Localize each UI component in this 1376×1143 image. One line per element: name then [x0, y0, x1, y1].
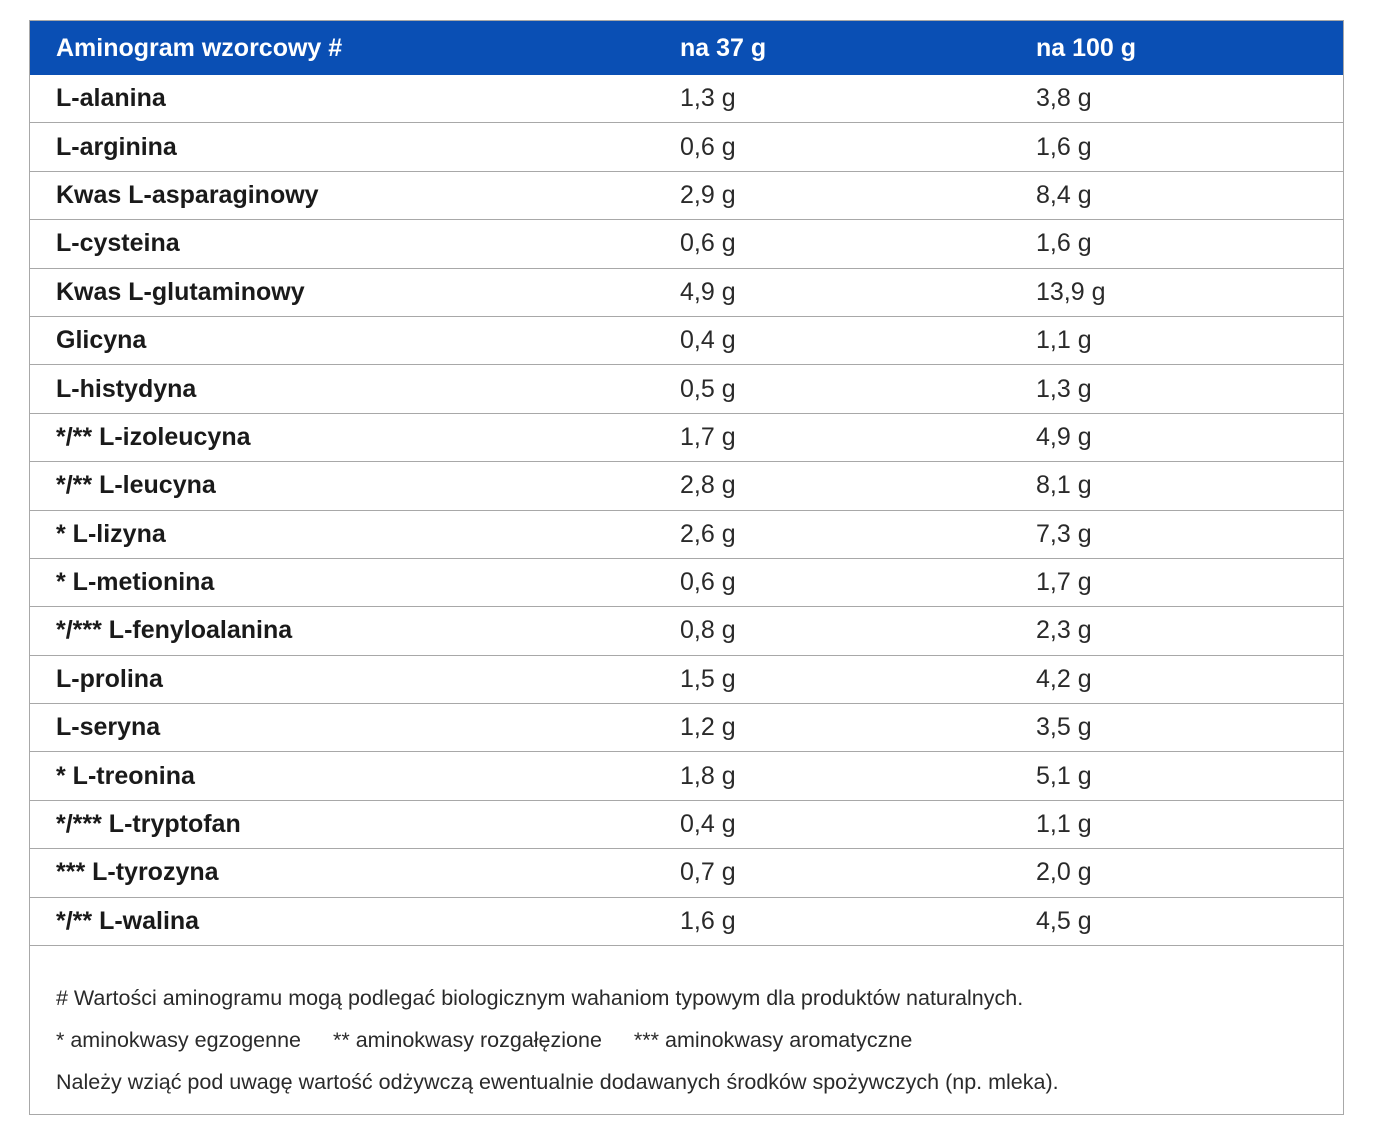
amino-acid-name: Kwas L-asparaginowy — [56, 180, 319, 209]
table-row: */** L-walina 1,6 g 4,5 g — [30, 898, 1343, 947]
table-row: L-histydyna 0,5 g 1,3 g — [30, 365, 1343, 414]
value-per-37g: 1,5 g — [680, 664, 736, 693]
table-header-row: Aminogram wzorcowy # na 37 g na 100 g — [30, 21, 1343, 75]
amino-acid-name: L-alanina — [56, 84, 166, 113]
table-row: */*** L-tryptofan 0,4 g 1,1 g — [30, 801, 1343, 850]
table-row: L-cysteina 0,6 g 1,6 g — [30, 220, 1343, 269]
value-per-100g: 7,3 g — [1036, 519, 1092, 548]
amino-acid-name: * L-metionina — [56, 568, 215, 597]
value-per-100g: 1,7 g — [1036, 568, 1092, 597]
value-per-100g: 5,1 g — [1036, 761, 1092, 790]
value-per-37g: 2,6 g — [680, 519, 736, 548]
header-amino-acid: Aminogram wzorcowy # — [56, 33, 343, 62]
amino-acid-name: L-cysteina — [56, 229, 180, 258]
table-row: L-seryna 1,2 g 3,5 g — [30, 704, 1343, 753]
footnote-additional: Należy wziąć pod uwagę wartość odżywczą … — [56, 1069, 1059, 1094]
amino-acid-name: * L-lizyna — [56, 519, 166, 548]
table-row: *** L-tyrozyna 0,7 g 2,0 g — [30, 849, 1343, 898]
table-row: */** L-leucyna 2,8 g 8,1 g — [30, 462, 1343, 511]
amino-acid-name: * L-treonina — [56, 761, 195, 790]
value-per-100g: 2,3 g — [1036, 616, 1092, 645]
value-per-37g: 4,9 g — [680, 277, 736, 306]
value-per-37g: 1,2 g — [680, 713, 736, 742]
value-per-37g: 0,6 g — [680, 568, 736, 597]
table-row: */** L-izoleucyna 1,7 g 4,9 g — [30, 414, 1343, 463]
amino-acid-name: */** L-leucyna — [56, 471, 216, 500]
amino-acid-name: L-arginina — [56, 132, 177, 161]
value-per-100g: 1,1 g — [1036, 810, 1092, 839]
value-per-100g: 2,0 g — [1036, 858, 1092, 887]
value-per-37g: 1,8 g — [680, 761, 736, 790]
amino-acid-name: *** L-tyrozyna — [56, 858, 219, 887]
amino-acid-name: L-histydyna — [56, 374, 197, 403]
value-per-100g: 13,9 g — [1036, 277, 1106, 306]
table-row: Kwas L-glutaminowy 4,9 g 13,9 g — [30, 269, 1343, 317]
value-per-100g: 8,4 g — [1036, 180, 1092, 209]
legend-branched: ** aminokwasy rozgałęzione — [333, 1027, 602, 1052]
amino-acid-name: L-prolina — [56, 664, 163, 693]
amino-acid-name: Glicyna — [56, 326, 147, 355]
value-per-37g: 1,6 g — [680, 906, 736, 935]
value-per-37g: 2,8 g — [680, 471, 736, 500]
value-per-37g: 2,9 g — [680, 180, 736, 209]
header-per-37g: na 37 g — [680, 33, 767, 62]
value-per-37g: 1,7 g — [680, 422, 736, 451]
table-footnotes: # Wartości aminogramu mogą podlegać biol… — [56, 977, 1316, 1103]
footnote-legend: * aminokwasy egzogenne ** aminokwasy roz… — [56, 1019, 1316, 1061]
value-per-37g: 0,5 g — [680, 374, 736, 403]
value-per-100g: 1,1 g — [1036, 326, 1092, 355]
table-row: * L-treonina 1,8 g 5,1 g — [30, 752, 1343, 801]
table-row: */*** L-fenyloalanina 0,8 g 2,3 g — [30, 607, 1343, 656]
legend-aromatic: *** aminokwasy aromatyczne — [633, 1027, 913, 1052]
amino-acid-name: Kwas L-glutaminowy — [56, 277, 305, 306]
table-row: L-arginina 0,6 g 1,6 g — [30, 123, 1343, 172]
amino-acid-name: */** L-izoleucyna — [56, 422, 251, 451]
table-row: Glicyna 0,4 g 1,1 g — [30, 317, 1343, 366]
table-row: * L-metionina 0,6 g 1,7 g — [30, 559, 1343, 608]
value-per-37g: 0,4 g — [680, 810, 736, 839]
table-body: L-alanina 1,3 g 3,8 g L-arginina 0,6 g 1,6 g K… — [30, 75, 1343, 947]
value-per-100g: 4,5 g — [1036, 906, 1092, 935]
amino-acid-name: */*** L-tryptofan — [56, 810, 241, 839]
value-per-100g: 4,2 g — [1036, 664, 1092, 693]
value-per-37g: 0,8 g — [680, 616, 736, 645]
legend-exogenous: * aminokwasy egzogenne — [56, 1027, 302, 1052]
footnote-variation: # Wartości aminogramu mogą podlegać biol… — [56, 985, 1024, 1010]
amino-acid-name: L-seryna — [56, 713, 161, 742]
value-per-100g: 1,3 g — [1036, 374, 1092, 403]
value-per-100g: 3,5 g — [1036, 713, 1092, 742]
value-per-37g: 1,3 g — [680, 84, 736, 113]
value-per-100g: 8,1 g — [1036, 471, 1092, 500]
value-per-37g: 0,7 g — [680, 858, 736, 887]
value-per-100g: 3,8 g — [1036, 84, 1092, 113]
table-row: L-prolina 1,5 g 4,2 g — [30, 656, 1343, 705]
header-per-100g: na 100 g — [1036, 33, 1137, 62]
value-per-37g: 0,4 g — [680, 326, 736, 355]
aminogram-table-panel: Aminogram wzorcowy # na 37 g na 100 g L-… — [29, 20, 1344, 1115]
amino-acid-name: */*** L-fenyloalanina — [56, 616, 293, 645]
value-per-100g: 1,6 g — [1036, 132, 1092, 161]
value-per-37g: 0,6 g — [680, 132, 736, 161]
amino-acid-name: */** L-walina — [56, 906, 200, 935]
value-per-100g: 1,6 g — [1036, 229, 1092, 258]
value-per-100g: 4,9 g — [1036, 422, 1092, 451]
value-per-37g: 0,6 g — [680, 229, 736, 258]
table-row: * L-lizyna 2,6 g 7,3 g — [30, 511, 1343, 559]
table-row: Kwas L-asparaginowy 2,9 g 8,4 g — [30, 172, 1343, 221]
table-row: L-alanina 1,3 g 3,8 g — [30, 75, 1343, 124]
